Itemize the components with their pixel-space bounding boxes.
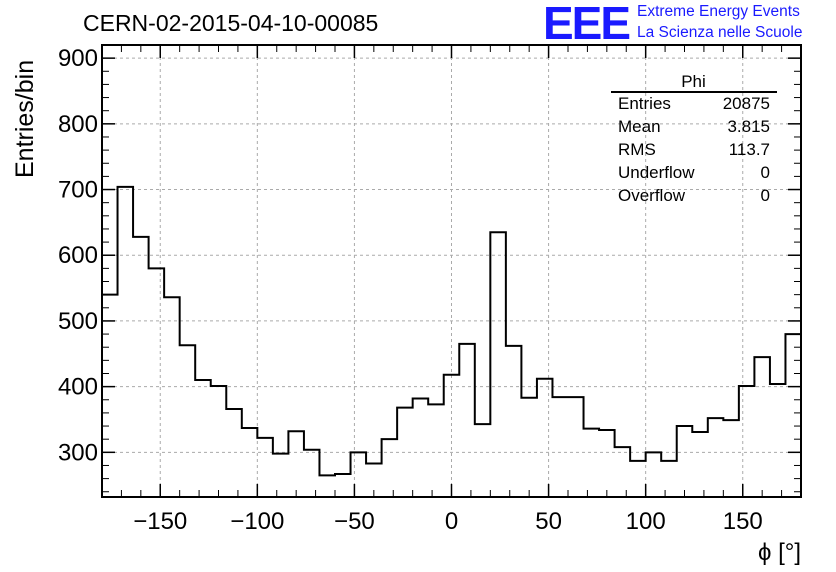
histogram-bin bbox=[506, 346, 522, 497]
histogram-bin bbox=[242, 428, 258, 497]
x-tick-label: 150 bbox=[723, 508, 763, 535]
histogram-bin bbox=[180, 345, 196, 497]
x-tick-label: −150 bbox=[133, 508, 187, 535]
histogram-bin bbox=[319, 475, 335, 497]
tick-labels: −150 −100 −50 0 50 100 150 300 400 500 600 700 800 90… bbox=[58, 45, 763, 535]
histogram-bin bbox=[646, 452, 662, 497]
histogram-bin bbox=[568, 397, 584, 497]
histogram-bin bbox=[599, 430, 615, 497]
histogram-bin bbox=[615, 447, 631, 497]
histogram-bin bbox=[770, 384, 786, 497]
histogram-bin bbox=[288, 431, 304, 497]
histogram-bin bbox=[692, 432, 708, 497]
stat-label-underflow: Underflow bbox=[618, 163, 695, 182]
axis-ticks bbox=[101, 44, 802, 497]
histogram-bin bbox=[630, 461, 646, 497]
histogram-bin bbox=[273, 454, 289, 497]
histogram-bin bbox=[257, 438, 273, 497]
stats-box-title: Phi bbox=[681, 72, 706, 91]
histogram-bin bbox=[304, 450, 320, 497]
stats-box-rule bbox=[611, 91, 777, 93]
histogram-bin bbox=[475, 424, 491, 497]
stat-value-entries: 20875 bbox=[722, 94, 770, 113]
stat-value-mean: 3.815 bbox=[727, 117, 770, 136]
y-tick-label: 900 bbox=[58, 45, 98, 72]
histogram-bin bbox=[428, 404, 444, 497]
histogram-bin bbox=[739, 386, 755, 497]
histogram-bin bbox=[677, 426, 693, 497]
y-tick-label: 700 bbox=[58, 177, 98, 204]
histogram-bin bbox=[382, 439, 398, 497]
stat-value-rms: 113.7 bbox=[728, 140, 770, 159]
histogram-bin bbox=[226, 409, 242, 497]
run-title: CERN-02-2015-04-10-00085 bbox=[83, 10, 379, 36]
histogram-bin bbox=[785, 334, 801, 497]
stat-value-overflow: 0 bbox=[760, 186, 770, 205]
stat-label-overflow: Overflow bbox=[618, 186, 686, 205]
x-tick-label: 0 bbox=[445, 508, 458, 535]
histogram-bin bbox=[459, 344, 475, 497]
histogram-bin bbox=[661, 461, 677, 497]
histogram-bin bbox=[118, 187, 134, 497]
histogram-bin bbox=[552, 397, 568, 497]
histogram-bin bbox=[133, 237, 149, 497]
stat-label-rms: RMS bbox=[618, 140, 656, 159]
histogram-bin bbox=[335, 474, 351, 497]
x-tick-label: −100 bbox=[230, 508, 284, 535]
histogram-bin bbox=[102, 295, 118, 497]
histogram-bin bbox=[164, 297, 180, 497]
x-axis-title: ϕ [°] bbox=[758, 539, 801, 566]
y-tick-label: 300 bbox=[58, 439, 98, 466]
histogram-bin bbox=[351, 452, 367, 497]
eee-logo: EEE bbox=[543, 0, 631, 49]
stat-label-mean: Mean bbox=[618, 117, 661, 136]
histogram-bin bbox=[149, 268, 165, 497]
stat-label-entries: Entries bbox=[618, 94, 671, 113]
logo-subtitle-2: La Scienza nelle Scuole bbox=[637, 24, 803, 41]
histogram-bin bbox=[708, 418, 724, 497]
histogram-outline bbox=[102, 185, 801, 477]
x-tick-label: −50 bbox=[334, 508, 375, 535]
x-tick-label: 100 bbox=[626, 508, 666, 535]
y-tick-label: 400 bbox=[58, 374, 98, 401]
logo-subtitle-1: Extreme Energy Events bbox=[637, 3, 800, 20]
histogram-bin bbox=[195, 380, 211, 497]
y-tick-label: 800 bbox=[58, 111, 98, 138]
histogram-bin bbox=[211, 386, 227, 497]
stat-value-underflow: 0 bbox=[760, 163, 770, 182]
x-tick-label: 50 bbox=[535, 508, 562, 535]
y-axis-title: Entries/bin bbox=[11, 60, 39, 178]
histogram-bin bbox=[537, 379, 553, 497]
histogram-bin bbox=[754, 357, 770, 497]
y-tick-label: 500 bbox=[58, 308, 98, 335]
histogram-bin bbox=[723, 420, 739, 497]
histogram-bin bbox=[413, 398, 429, 497]
y-tick-label: 600 bbox=[58, 242, 98, 269]
histogram-bin bbox=[490, 232, 506, 497]
histogram-bin bbox=[584, 429, 600, 497]
histogram-bin bbox=[521, 398, 537, 497]
